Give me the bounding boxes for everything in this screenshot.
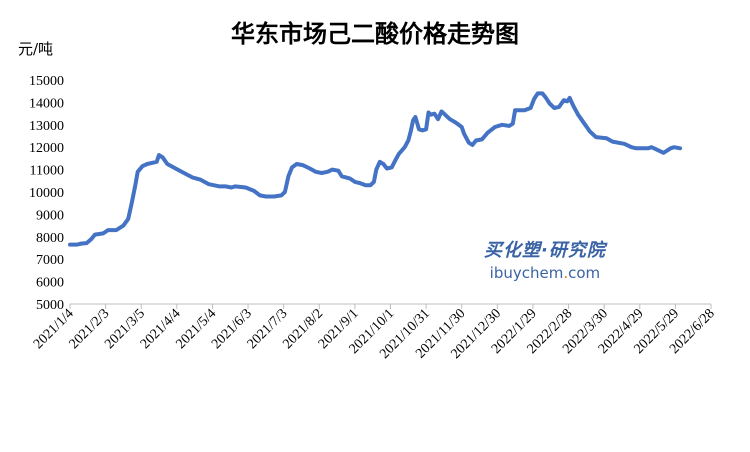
- series-group: [68, 91, 683, 247]
- watermark-en-dot: .: [563, 264, 569, 282]
- watermark-en-suffix: com: [568, 264, 601, 282]
- y-tick-label: 8000: [36, 231, 64, 246]
- y-tick-label: 11000: [30, 164, 64, 179]
- y-axis-unit-label: 元/吨: [18, 40, 54, 58]
- price-series-line: [68, 91, 683, 247]
- watermark-en: ibuychem.com: [484, 264, 606, 282]
- y-tick-label: 13000: [29, 119, 64, 134]
- y-tick-label: 9000: [36, 208, 64, 223]
- y-tick-label: 15000: [29, 74, 64, 89]
- watermark-en-prefix: ibuychem: [489, 264, 564, 282]
- y-tick-label: 5000: [36, 298, 64, 313]
- y-tick-label: 7000: [36, 253, 64, 268]
- y-tick-label: 10000: [29, 186, 64, 201]
- watermark-cn: 买化塑·研究院: [484, 240, 606, 261]
- y-tick-label: 12000: [29, 141, 64, 156]
- chart-axes: [69, 303, 712, 309]
- watermark-logo: 买化塑·研究院 ibuychem.com: [484, 236, 606, 282]
- x-tick-labels: 2021/1/42021/2/32021/3/52021/4/42021/5/4…: [31, 306, 718, 362]
- y-tick-label: 14000: [29, 96, 64, 111]
- y-tick-label: 6000: [36, 276, 64, 291]
- chart-title: 华东市场己二酸价格走势图: [231, 19, 519, 48]
- y-tick-labels: 5000 6000 7000 8000 9000 10000 11000 12000 13000…: [29, 74, 64, 313]
